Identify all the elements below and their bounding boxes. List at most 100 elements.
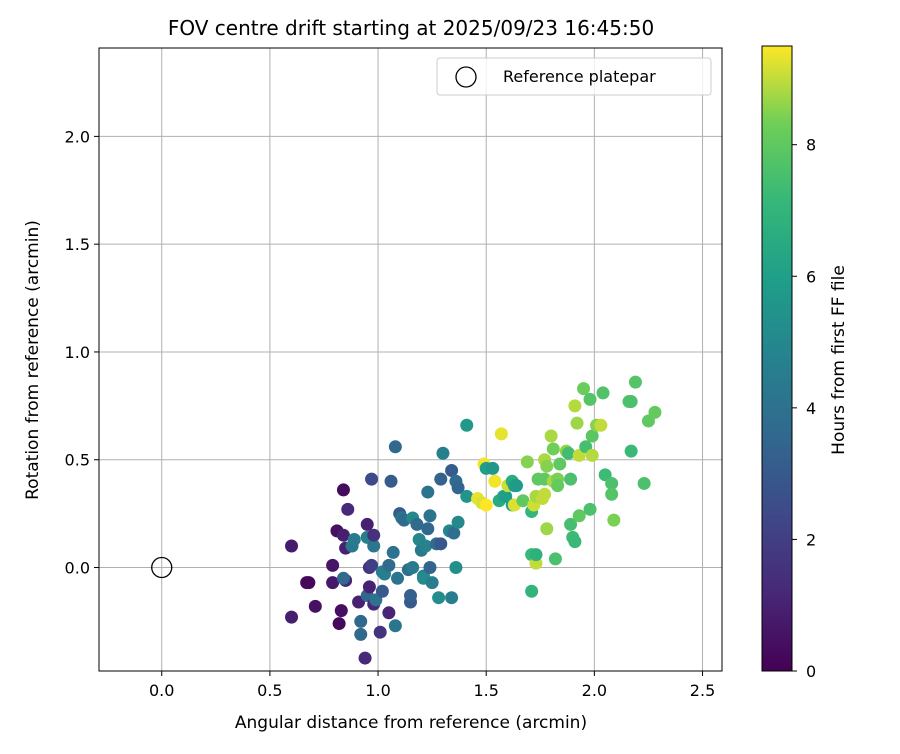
data-point xyxy=(540,459,554,473)
x-tick-label: 2.0 xyxy=(582,681,607,700)
data-point xyxy=(529,548,543,562)
data-point xyxy=(375,584,389,598)
data-point xyxy=(540,522,554,536)
y-axis-label: Rotation from reference (arcmin) xyxy=(23,220,43,500)
reference-marker xyxy=(151,556,173,579)
data-point xyxy=(285,539,299,553)
data-point xyxy=(326,576,340,590)
data-point xyxy=(336,571,350,585)
colorbar-ticks: 0 2 4 6 8 xyxy=(792,136,816,681)
data-point xyxy=(421,522,435,536)
data-point xyxy=(388,619,402,633)
data-point xyxy=(583,502,597,516)
data-point xyxy=(648,405,662,419)
data-point xyxy=(354,627,368,641)
data-point xyxy=(365,472,379,486)
data-point xyxy=(302,576,316,590)
data-point xyxy=(358,651,372,665)
data-point xyxy=(421,485,435,499)
data-point xyxy=(494,427,508,441)
y-tick-label: 1.5 xyxy=(65,235,90,254)
data-point xyxy=(548,552,562,566)
data-point xyxy=(386,545,400,559)
legend-box xyxy=(436,57,712,96)
legend-marker-icon xyxy=(455,66,477,88)
data-point xyxy=(546,442,560,456)
data-point xyxy=(341,502,355,516)
data-point xyxy=(432,591,446,605)
colorbar-gradient xyxy=(761,45,793,672)
data-point xyxy=(564,517,578,531)
data-point xyxy=(520,455,534,469)
data-point xyxy=(445,464,459,478)
data-point xyxy=(488,474,502,488)
x-tick-label: 1.5 xyxy=(473,681,498,700)
data-point xyxy=(509,479,523,493)
data-point xyxy=(585,448,599,462)
data-point xyxy=(384,474,398,488)
colorbar-tick-label: 0 xyxy=(806,662,816,681)
data-point xyxy=(585,429,599,443)
data-point xyxy=(365,558,379,572)
data-point xyxy=(360,517,374,531)
data-point xyxy=(334,604,348,618)
data-point xyxy=(354,614,368,628)
data-point xyxy=(410,517,424,531)
data-point xyxy=(449,561,463,575)
data-point xyxy=(624,444,638,458)
y-tick-label: 0.0 xyxy=(65,559,90,578)
data-point xyxy=(391,571,405,585)
data-point xyxy=(285,610,299,624)
data-point xyxy=(347,533,361,547)
legend-entry-reference: Reference platepar xyxy=(503,67,656,86)
x-axis-label: Angular distance from reference (arcmin) xyxy=(235,713,587,733)
data-point xyxy=(568,399,582,413)
data-point xyxy=(594,418,608,432)
data-point xyxy=(460,489,474,503)
x-tick-label: 1.0 xyxy=(365,681,390,700)
data-point xyxy=(406,561,420,575)
data-point xyxy=(516,494,530,508)
data-point xyxy=(525,584,539,598)
data-point xyxy=(373,625,387,639)
data-point xyxy=(308,599,322,613)
data-point xyxy=(596,386,610,400)
grid-lines xyxy=(99,48,722,671)
y-tick-label: 0.5 xyxy=(65,451,90,470)
data-point xyxy=(423,561,437,575)
data-point xyxy=(486,461,500,475)
data-point xyxy=(607,513,621,527)
data-points xyxy=(285,375,662,665)
data-point xyxy=(637,476,651,490)
data-point xyxy=(423,509,437,523)
data-point xyxy=(544,429,558,443)
data-point xyxy=(336,528,350,542)
data-point xyxy=(451,515,465,529)
data-point xyxy=(568,535,582,549)
data-point xyxy=(419,539,433,553)
data-point xyxy=(447,526,461,540)
colorbar-tick-label: 4 xyxy=(806,399,816,418)
data-point xyxy=(583,392,597,406)
data-point xyxy=(367,528,381,542)
data-point xyxy=(434,472,448,486)
colorbar: 0 2 4 6 8 Hours from first FF file xyxy=(761,45,849,681)
data-point xyxy=(572,509,586,523)
reference-platepar-marker xyxy=(151,556,173,579)
data-point xyxy=(553,457,567,471)
data-point xyxy=(388,440,402,454)
data-point xyxy=(367,539,381,553)
x-tick-label: 0.5 xyxy=(257,681,282,700)
colorbar-tick-label: 8 xyxy=(806,136,816,155)
data-point xyxy=(434,537,448,551)
data-point xyxy=(551,479,565,493)
plot-frame xyxy=(98,47,723,672)
colorbar-label: Hours from first FF file xyxy=(829,265,849,455)
data-point xyxy=(628,375,642,389)
data-point xyxy=(382,606,396,620)
data-point xyxy=(605,476,619,490)
data-point xyxy=(404,589,417,603)
data-point xyxy=(460,418,474,432)
colorbar-tick-label: 6 xyxy=(806,267,816,286)
